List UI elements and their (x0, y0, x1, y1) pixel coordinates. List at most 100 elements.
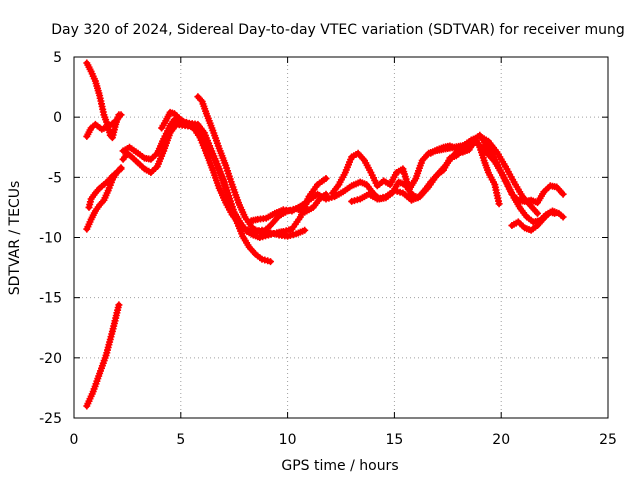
data-point (302, 227, 308, 233)
data-point (97, 370, 103, 377)
data-point (530, 219, 536, 225)
data-point (406, 186, 412, 192)
data-point (86, 204, 92, 210)
series-trace-14 (508, 208, 559, 234)
data-point (109, 135, 115, 141)
data-point (242, 214, 248, 220)
data-point (520, 194, 526, 200)
data-point (477, 144, 483, 150)
x-tick-label: 5 (176, 432, 185, 448)
data-point (293, 231, 299, 237)
data-point (355, 150, 361, 156)
data-point (560, 191, 566, 197)
data-point (460, 149, 466, 155)
data-point (126, 144, 133, 150)
data-point (97, 202, 103, 208)
data-point (329, 190, 336, 196)
data-point (203, 150, 209, 156)
data-point (235, 200, 242, 206)
data-point (509, 222, 515, 229)
data-point (109, 173, 115, 179)
data-point (541, 189, 547, 195)
series-markers (158, 108, 309, 240)
data-point (381, 178, 387, 184)
data-point (393, 169, 400, 176)
data-point (120, 148, 126, 154)
data-point (314, 191, 321, 197)
data-point (210, 167, 216, 173)
data-point (201, 130, 207, 136)
data-point (366, 191, 372, 197)
data-point (92, 208, 98, 214)
series-markers (119, 120, 274, 266)
data-point (92, 78, 98, 84)
data-point (84, 226, 90, 232)
data-point (541, 215, 547, 221)
data-point (509, 191, 515, 197)
data-point (114, 169, 120, 176)
series-markers (83, 301, 123, 410)
series-trace-6 (119, 120, 274, 266)
data-point (428, 150, 434, 156)
data-point (88, 125, 94, 131)
data-point (434, 147, 440, 153)
data-point (103, 352, 109, 358)
data-point (447, 143, 453, 149)
data-point (466, 147, 472, 153)
data-point (517, 206, 524, 212)
chart-title: Day 320 of 2024, Sidereal Day-to-day VTE… (51, 22, 625, 38)
y-tick-label: -5 (48, 170, 62, 186)
series-trace-3 (85, 165, 125, 211)
data-point (225, 190, 231, 196)
data-point (141, 166, 148, 172)
data-point (349, 154, 355, 160)
data-point (242, 226, 248, 232)
data-point (511, 179, 517, 185)
series-trace-1 (83, 301, 123, 410)
data-point (400, 166, 406, 172)
data-point (229, 182, 235, 188)
data-point (161, 148, 167, 154)
data-point (515, 197, 521, 203)
series-trace-5 (83, 111, 125, 140)
grid (74, 57, 608, 418)
data-point (240, 233, 246, 239)
data-point (285, 233, 291, 239)
data-point (92, 190, 98, 196)
data-point (118, 166, 124, 172)
data-point (314, 182, 321, 188)
data-point (396, 179, 402, 185)
data-point (383, 194, 389, 200)
data-point (109, 328, 115, 334)
data-point (297, 214, 303, 220)
data-point (216, 145, 222, 152)
data-point (197, 135, 203, 141)
data-point (387, 182, 393, 188)
data-point (391, 188, 397, 194)
data-point (534, 200, 541, 206)
data-point (120, 156, 126, 162)
data-point (223, 162, 229, 168)
data-point (118, 112, 124, 118)
data-point (97, 92, 103, 99)
data-point (408, 191, 415, 197)
data-point (408, 197, 415, 203)
data-point (99, 126, 105, 132)
data-point (494, 149, 500, 155)
data-point (246, 244, 252, 250)
data-point (451, 151, 457, 158)
data-point (88, 68, 94, 74)
data-point (216, 166, 222, 172)
data-point (135, 150, 141, 156)
data-point (357, 179, 363, 185)
data-point (547, 209, 553, 215)
data-point (556, 210, 562, 216)
data-point (368, 169, 374, 176)
data-point (534, 210, 541, 216)
data-point (522, 225, 528, 231)
data-point (485, 169, 491, 176)
series-trace-13 (427, 135, 503, 208)
data-point (302, 209, 308, 215)
data-point (255, 216, 261, 222)
x-tick-label: 15 (385, 432, 403, 448)
